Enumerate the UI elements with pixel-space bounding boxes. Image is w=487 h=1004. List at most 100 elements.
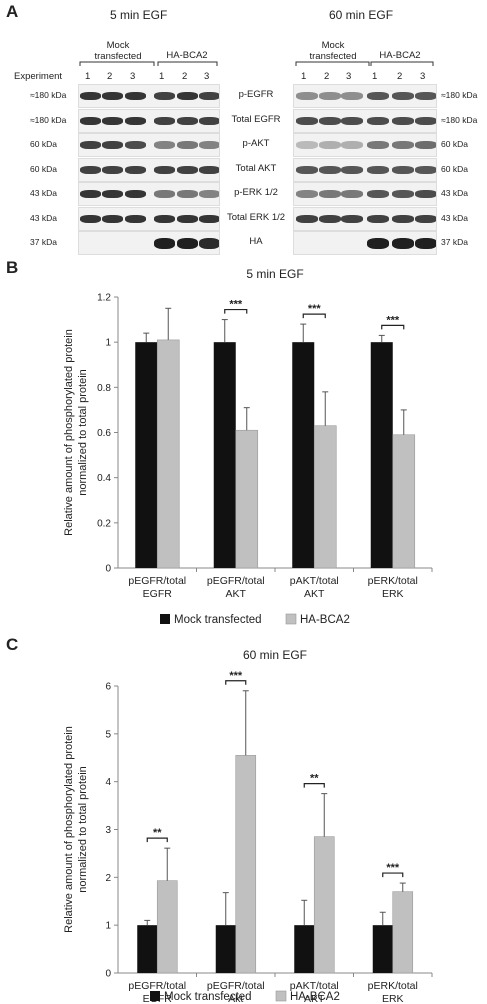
x-category-label: pAKT/total [290, 575, 339, 587]
kda-left-label: 60 kDa [30, 164, 57, 174]
y-axis-label-line2: normalized to total protein [77, 766, 89, 893]
chart-c: C 60 min EGF Relative amount of phosphoryl… [0, 632, 487, 1004]
bar-ha-bca2 [393, 435, 415, 568]
band [296, 190, 318, 198]
band [199, 190, 220, 198]
band [296, 117, 318, 125]
legend-swatch-ha-bca2 [286, 614, 296, 624]
y-tick-label: 1 [105, 921, 111, 932]
blot-right-row-2 [293, 109, 437, 133]
band [177, 166, 198, 174]
band [392, 141, 414, 149]
band [177, 215, 198, 223]
band [125, 117, 146, 125]
x-category-label: EGFR [143, 588, 173, 600]
y-tick-label: 6 [105, 682, 111, 693]
blot-right-row-5 [293, 182, 437, 206]
x-category-label: AKT [304, 588, 325, 600]
protein-label: p-ERK 1/2 [222, 187, 290, 198]
lane-number-right-5: 2 [397, 71, 402, 82]
band [80, 117, 101, 125]
kda-left-label: ≈180 kDa [30, 90, 66, 100]
band [199, 117, 220, 125]
blot-left-row-2 [78, 109, 220, 133]
band [296, 166, 318, 174]
significance-label: *** [386, 314, 400, 326]
band [177, 117, 198, 125]
bar-ha-bca2 [157, 340, 179, 568]
kda-left-label: 43 kDa [30, 188, 57, 198]
band [125, 92, 146, 100]
y-tick-label: 2 [105, 873, 111, 884]
legend-swatch-mock-transfected [150, 991, 160, 1001]
band [415, 166, 437, 174]
band [125, 190, 146, 198]
y-tick-label: 0 [105, 969, 111, 980]
band [319, 166, 341, 174]
band [392, 190, 414, 198]
band [367, 92, 389, 100]
lane-number-left-1: 1 [85, 71, 90, 82]
protein-label: p-EGFR [222, 89, 290, 100]
blot-left-row-6 [78, 207, 220, 231]
band [177, 238, 198, 249]
y-axis-label-line2: normalized to total protein [77, 369, 89, 496]
band [367, 141, 389, 149]
y-tick-label: 5 [105, 729, 111, 740]
legend-label-ha-bca2: HA-BCA2 [300, 614, 350, 626]
y-tick-label: 0.2 [97, 518, 111, 529]
band [392, 92, 414, 100]
band [199, 92, 220, 100]
band [341, 117, 363, 125]
significance-label: *** [229, 299, 243, 311]
significance-label: *** [386, 862, 400, 874]
lane-number-right-2: 2 [324, 71, 329, 82]
band [199, 238, 220, 249]
bracket-right-ha [371, 62, 433, 66]
y-tick-label: 0.8 [97, 383, 111, 394]
kda-right-label: 60 kDa [441, 139, 468, 149]
chart-b: B 5 min EGF Relative amount of phosphoryla… [0, 255, 487, 635]
band [154, 92, 175, 100]
y-tick-label: 4 [105, 777, 111, 788]
y-tick-label: 0.6 [97, 428, 111, 439]
y-tick-label: 1.2 [97, 293, 111, 304]
band [367, 215, 389, 223]
lane-number-left-5: 2 [182, 71, 187, 82]
band [415, 92, 437, 100]
bar-mock-transfected [214, 342, 236, 568]
band [102, 190, 123, 198]
band [80, 215, 101, 223]
kda-left-label: ≈180 kDa [30, 115, 66, 125]
blot-left-row-1 [78, 84, 220, 108]
band [177, 92, 198, 100]
protein-label: p-AKT [222, 138, 290, 149]
x-category-label: pEGFR/total [207, 575, 265, 587]
bar-mock-transfected [294, 925, 314, 973]
legend-label-ha-bca2: HA-BCA2 [290, 991, 340, 1003]
band [319, 117, 341, 125]
blot-left-row-3 [78, 133, 220, 157]
lane-number-left-4: 1 [159, 71, 164, 82]
protein-label: Total EGFR [222, 114, 290, 125]
kda-left-label: 43 kDa [30, 213, 57, 223]
band [341, 141, 363, 149]
x-category-label: ERK [382, 588, 404, 600]
blot-right-row-7 [293, 231, 437, 255]
band [341, 92, 363, 100]
band [319, 215, 341, 223]
legend-swatch-ha-bca2 [276, 991, 286, 1001]
y-axis-label-line1: Relative amount of phosphorylated protei… [63, 329, 75, 536]
kda-right-label: 43 kDa [441, 188, 468, 198]
blot-right-row-3 [293, 133, 437, 157]
y-tick-label: 0.4 [97, 473, 111, 484]
band [392, 117, 414, 125]
x-category-label: pERK/total [368, 575, 418, 587]
band [341, 166, 363, 174]
lane-number-right-6: 3 [420, 71, 425, 82]
significance-label: *** [229, 670, 243, 682]
band [102, 117, 123, 125]
band [125, 215, 146, 223]
band [296, 141, 318, 149]
bar-mock-transfected [216, 925, 236, 973]
